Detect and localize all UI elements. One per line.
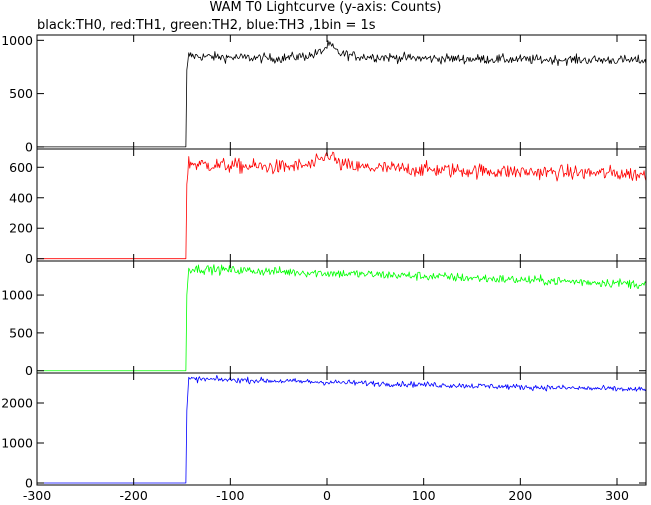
panel-frame-th3 (36, 372, 647, 486)
chart-subtitle: black:TH0, red:TH1, green:TH2, blue:TH3 … (37, 18, 376, 33)
y-tick-label-th2: 500 (9, 325, 33, 340)
y-tick-label-th1: 400 (9, 190, 33, 205)
y-tick-label-th2: 1000 (1, 288, 33, 303)
y-tick-label-th0: 500 (9, 86, 33, 101)
x-tick-label: -100 (216, 488, 244, 503)
panel-frame-th0 (36, 34, 647, 150)
y-tick-label-th3: 1000 (1, 436, 33, 451)
series-line-th0 (37, 40, 647, 148)
series-line-th2 (37, 264, 647, 372)
x-tick-label: 0 (323, 488, 331, 503)
x-tick-label: 100 (412, 488, 436, 503)
x-tick-label: -300 (23, 488, 51, 503)
x-tick-label: -200 (119, 488, 147, 503)
chart-title: WAM T0 Lightcurve (y-axis: Counts) (209, 0, 442, 15)
y-tick-label-th1: 200 (9, 221, 33, 236)
y-tick-label-th3: 0 (25, 476, 33, 491)
y-tick-label-th3: 2000 (1, 396, 33, 411)
y-tick-label-th0: 0 (25, 139, 33, 154)
panel-frame-th2 (36, 260, 647, 374)
series-line-th1 (37, 151, 647, 260)
x-tick-label: 200 (508, 488, 532, 503)
y-tick-label-th2: 0 (25, 363, 33, 378)
x-tick-label: 300 (605, 488, 629, 503)
y-tick-label-th0: 1000 (1, 33, 33, 48)
series-line-th3 (37, 375, 647, 484)
y-tick-label-th1: 0 (25, 251, 33, 266)
y-tick-label-th1: 600 (9, 160, 33, 175)
